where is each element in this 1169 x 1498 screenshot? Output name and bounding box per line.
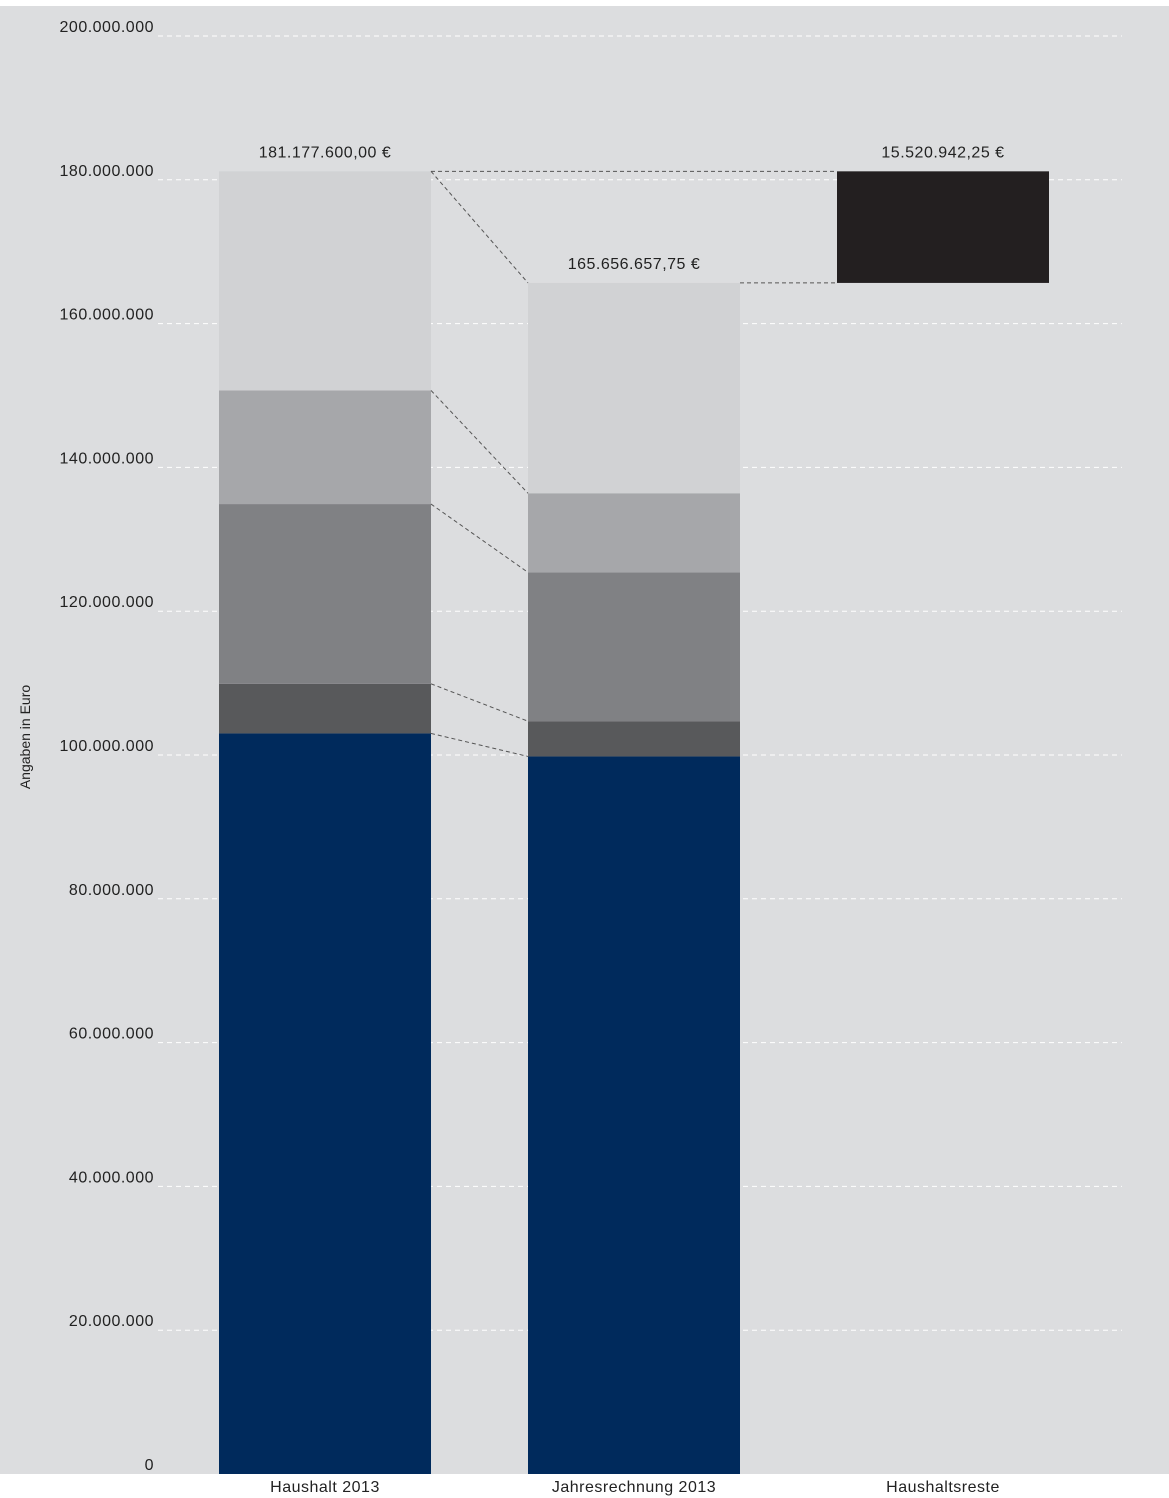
category-labels: Haushalt 2013 Jahresrechnung 2013 Haushalt… (270, 1479, 1000, 1496)
y-tick-label: 160.000.000 (60, 307, 154, 324)
y-tick-label: 40.000.000 (69, 1169, 154, 1186)
connector-line (430, 683, 529, 722)
y-tick-label: 120.000.000 (60, 594, 154, 611)
bar-segment (528, 721, 740, 757)
y-tick-label: 140.000.000 (60, 450, 154, 467)
bar-segment (219, 171, 431, 391)
category-label: Haushaltsreste (886, 1479, 1000, 1496)
connector-line (430, 503, 529, 573)
y-tick-label: 200.000.000 (60, 19, 154, 36)
connector-line (430, 171, 529, 284)
y-axis-ticks: 0 20.000.000 40.000.000 60.000.000 80.000.00… (60, 19, 154, 1474)
y-tick-label: 80.000.000 (69, 882, 154, 899)
category-label: Haushalt 2013 (270, 1479, 380, 1496)
bar-segment (528, 572, 740, 722)
bar-segment (219, 504, 431, 684)
bar-haushaltsreste (837, 171, 1049, 283)
bar-segment (528, 493, 740, 573)
total-label: 181.177.600,00 € (259, 144, 392, 161)
y-tick-label: 0 (145, 1457, 154, 1474)
connector-line (430, 732, 529, 757)
bar-segment (528, 756, 740, 1474)
total-label: 15.520.942,25 € (881, 144, 1004, 161)
total-labels: 181.177.600,00 € 165.656.657,75 € 15.520.9… (259, 144, 1004, 273)
y-tick-label: 20.000.000 (69, 1313, 154, 1330)
y-tick-label: 60.000.000 (69, 1026, 154, 1043)
y-axis-label: Angaben in Euro (17, 685, 33, 790)
y-tick-label: 100.000.000 (60, 738, 154, 755)
connector-line (430, 390, 529, 494)
bars (219, 171, 1049, 1474)
bar-segment (528, 282, 740, 494)
bar-segment (219, 683, 431, 734)
total-label: 165.656.657,75 € (568, 256, 701, 273)
category-label: Jahresrechnung 2013 (552, 1479, 716, 1496)
y-tick-label: 180.000.000 (60, 163, 154, 180)
connector-lines (430, 170, 837, 757)
bar-segment (219, 390, 431, 505)
bar-segment (219, 733, 431, 1474)
